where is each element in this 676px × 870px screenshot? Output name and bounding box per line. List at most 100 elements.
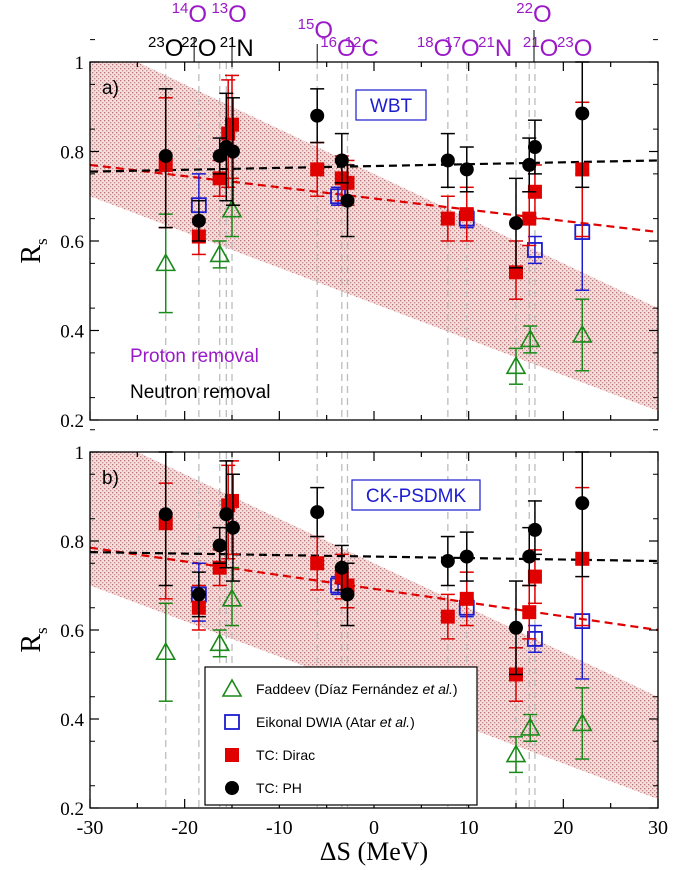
data-point-circle — [459, 549, 474, 564]
y-tick-label: 1 — [75, 53, 85, 74]
data-point-triangle — [571, 324, 593, 343]
nucleus-label: 23O — [557, 34, 592, 62]
y-tick-label: 0.2 — [60, 799, 84, 820]
x-tick-label: 30 — [648, 817, 668, 839]
nucleus-label: 22O — [181, 34, 216, 62]
series-circle — [158, 61, 590, 269]
y-tick-label: 0.8 — [60, 143, 84, 164]
series-triangle — [155, 566, 593, 774]
fit-line-tcph — [90, 159, 658, 173]
data-point-circle — [334, 153, 349, 168]
legend-label: TC: Dirac — [256, 747, 315, 763]
x-axis-label: ΔS (MeV) — [320, 837, 428, 866]
nucleus-label: 12C — [345, 34, 379, 62]
data-point-filled-square — [459, 207, 474, 222]
data-point-filled-square — [459, 591, 474, 606]
data-point-filled-square — [509, 265, 523, 280]
data-point-circle — [191, 213, 206, 228]
data-point-filled-square — [522, 605, 537, 620]
legend-marker-triangle — [221, 678, 243, 697]
x-tick-label: -30 — [77, 817, 104, 839]
fit-line-tcdirac — [90, 546, 658, 632]
panel-a: 0.2 0.4 0.6 0.8 1 Rs a) WBT Proton removal Neutro… — [16, 39, 659, 432]
panel-label: b) — [102, 468, 119, 489]
nucleus-label: 21N — [220, 34, 254, 62]
y-tick-label: 0.6 — [60, 621, 84, 642]
data-point-circle — [440, 153, 455, 168]
data-point-circle — [340, 193, 355, 208]
y-tick-label: 0.4 — [60, 322, 84, 343]
data-point-circle — [310, 108, 325, 123]
data-point-triangle — [505, 743, 527, 763]
model-label-box — [355, 89, 427, 121]
panel-label: a) — [102, 78, 119, 99]
data-point-circle — [158, 507, 173, 522]
data-point-circle — [158, 148, 173, 163]
nucleus-label: 15O — [298, 16, 333, 44]
fit-line-tcdirac — [90, 163, 658, 234]
y-tick-label: 0.2 — [60, 411, 84, 432]
data-point-filled-square — [225, 493, 239, 508]
data-point-circle — [575, 496, 590, 511]
legend-marker-circle — [225, 781, 239, 795]
data-point-circle — [459, 162, 474, 177]
data-point-filled-square — [310, 556, 325, 571]
data-point-triangle — [571, 712, 593, 732]
data-point-filled-square — [440, 609, 455, 624]
data-point-circle — [310, 505, 325, 520]
data-point-filled-square — [527, 569, 542, 584]
x-tick-label: 0 — [369, 817, 379, 839]
data-point-triangle — [155, 641, 177, 661]
data-point-filled-square — [225, 117, 239, 132]
legend-label: Faddeev (Díaz Fernández et al.) — [256, 681, 458, 697]
data-point-filled-square — [212, 171, 227, 186]
x-axis-title: ΔS (MeV) — [320, 837, 428, 866]
legend-marker-filled-square — [225, 748, 239, 762]
nucleus-label: 23O — [148, 34, 183, 62]
legend-label: TC: PH — [256, 780, 302, 796]
fit-line-tcph — [90, 551, 658, 563]
nucleus-label: 22O — [516, 0, 551, 28]
nucleus-label: 18O — [417, 34, 452, 62]
data-point-circle — [509, 216, 523, 231]
data-point-triangle — [519, 328, 541, 348]
y-tick-label: 0.4 — [60, 710, 84, 731]
data-point-triangle — [505, 355, 527, 375]
data-point-triangle — [155, 252, 177, 272]
data-point-circle — [191, 587, 206, 602]
legend-box — [204, 666, 478, 806]
series-circle — [158, 451, 590, 676]
model-label-box — [351, 479, 481, 511]
data-point-circle — [522, 157, 537, 172]
data-point-open-square — [527, 242, 543, 258]
nucleus-label: 21O — [523, 34, 558, 62]
series-triangle — [155, 177, 593, 385]
data-point-circle — [340, 587, 355, 602]
data-point-circle — [212, 538, 227, 553]
nucleus-label: 14O — [172, 0, 207, 28]
nucleus-label: 21N — [478, 34, 512, 62]
x-tick-label: 20 — [553, 817, 573, 839]
x-tick-label: -20 — [171, 817, 198, 839]
y-axis-label: Rs — [16, 238, 51, 263]
x-tick-label: -10 — [266, 817, 293, 839]
data-point-triangle — [519, 717, 541, 736]
x-tick-label: 10 — [459, 817, 479, 839]
data-point-circle — [334, 560, 349, 575]
data-point-circle — [225, 520, 240, 535]
data-point-triangle — [221, 199, 243, 218]
y-tick-label: 1 — [75, 443, 85, 464]
data-point-circle — [225, 144, 240, 159]
data-point-circle — [527, 140, 542, 155]
data-point-circle — [509, 620, 523, 635]
y-tick-label: 0.8 — [60, 532, 84, 553]
annotation-proton-removal: Proton removal — [130, 346, 259, 367]
model-label: WBT — [370, 96, 413, 117]
data-point-circle — [575, 106, 590, 121]
data-point-circle — [440, 554, 455, 569]
data-point-triangle — [209, 243, 231, 263]
nucleus-label: 16O — [320, 34, 355, 62]
y-tick-label: 0.6 — [60, 232, 84, 253]
